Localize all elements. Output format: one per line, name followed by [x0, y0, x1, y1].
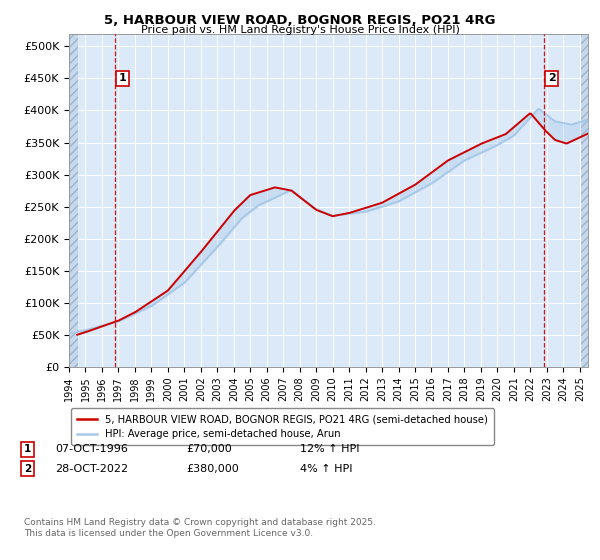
- Text: 1: 1: [119, 73, 127, 83]
- Text: 2: 2: [24, 464, 31, 474]
- Bar: [581, 34, 589, 367]
- Legend: 5, HARBOUR VIEW ROAD, BOGNOR REGIS, PO21 4RG (semi-detached house), HPI: Average: 5, HARBOUR VIEW ROAD, BOGNOR REGIS, PO21…: [71, 408, 494, 445]
- Text: £380,000: £380,000: [186, 464, 239, 474]
- Text: £70,000: £70,000: [186, 444, 232, 454]
- Text: 07-OCT-1996: 07-OCT-1996: [55, 444, 128, 454]
- Text: Price paid vs. HM Land Registry's House Price Index (HPI): Price paid vs. HM Land Registry's House …: [140, 25, 460, 35]
- Text: 1: 1: [24, 444, 31, 454]
- Text: 28-OCT-2022: 28-OCT-2022: [55, 464, 128, 474]
- Text: 5, HARBOUR VIEW ROAD, BOGNOR REGIS, PO21 4RG: 5, HARBOUR VIEW ROAD, BOGNOR REGIS, PO21…: [104, 14, 496, 27]
- Text: 2: 2: [548, 73, 556, 83]
- Text: 12% ↑ HPI: 12% ↑ HPI: [300, 444, 359, 454]
- Text: Contains HM Land Registry data © Crown copyright and database right 2025.
This d: Contains HM Land Registry data © Crown c…: [24, 518, 376, 538]
- Text: 4% ↑ HPI: 4% ↑ HPI: [300, 464, 353, 474]
- Bar: [69, 34, 78, 367]
